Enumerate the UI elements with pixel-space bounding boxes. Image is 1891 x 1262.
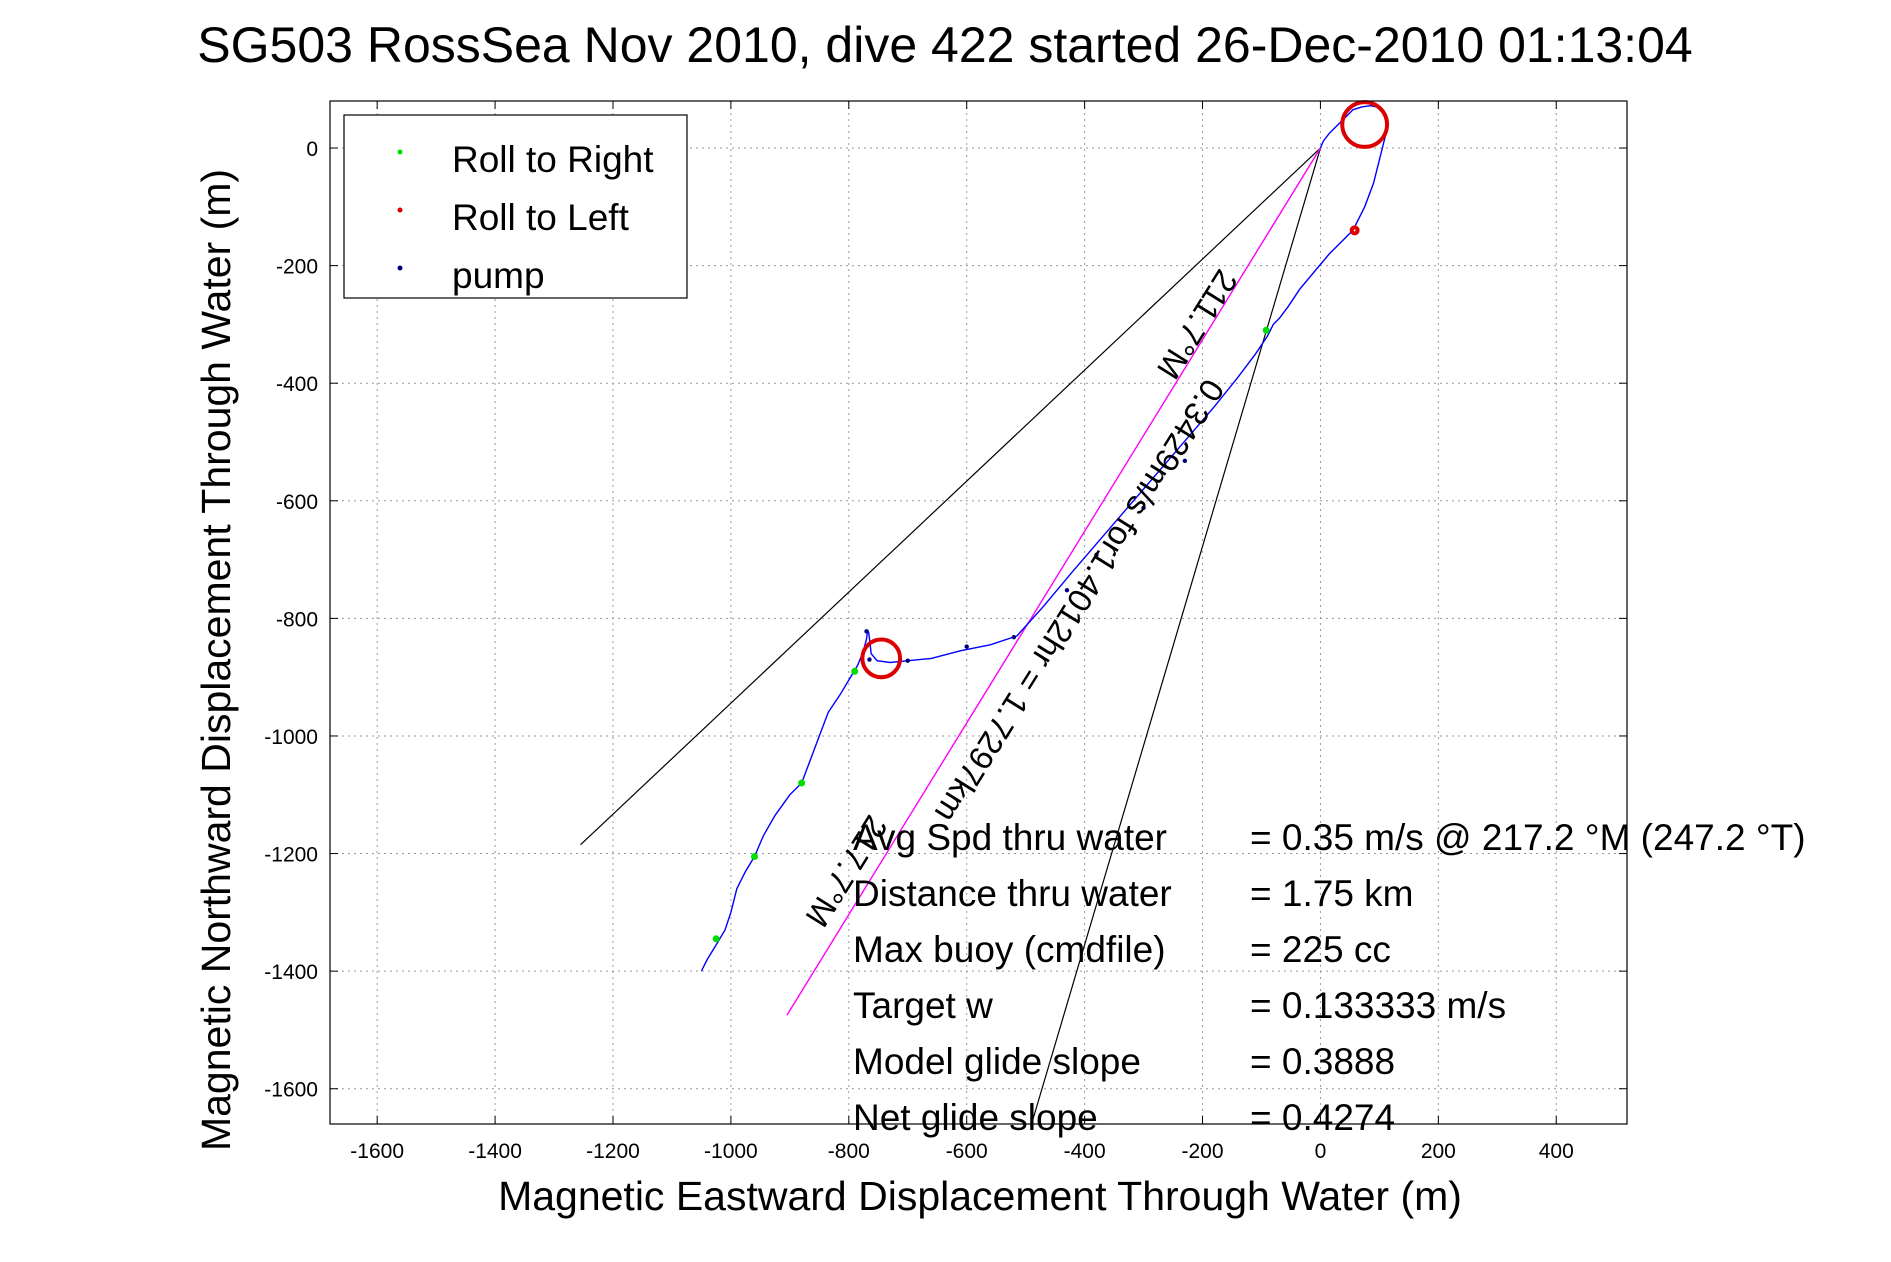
roll-right-point: [851, 667, 859, 675]
y-tick-label: -200: [276, 256, 318, 279]
stats-block: Avg Spd thru water = 0.35 m/s @ 217.2 °M …: [853, 817, 1806, 1138]
y-tick-label: -1000: [264, 726, 318, 749]
pump-point: [1011, 634, 1017, 640]
x-tick-label: 0: [1315, 1140, 1327, 1163]
stats-value: = 0.4274: [1250, 1097, 1395, 1138]
annotation-label: 211.7°M: [1150, 264, 1245, 386]
pump-point: [1141, 505, 1146, 511]
stats-label: Model glide slope: [853, 1041, 1141, 1082]
legend-marker: [397, 265, 403, 271]
x-tick-label: -800: [828, 1140, 870, 1163]
roll-left-segment: [1340, 100, 1390, 149]
roll-left-segment: [1349, 225, 1360, 236]
x-tick-label: -600: [946, 1140, 988, 1163]
y-tick-label: 0: [306, 138, 318, 161]
y-axis-label: Magnetic Northward Displacement Through …: [193, 169, 239, 1151]
stats-label: Max buoy (cmdfile): [853, 929, 1166, 970]
y-tick-label: -1600: [264, 1079, 318, 1102]
stats-label: Net glide slope: [853, 1097, 1098, 1138]
stats-value: = 225 cc: [1250, 929, 1391, 970]
roll-left-segment: [860, 637, 903, 680]
y-tick-label: -1200: [264, 844, 318, 867]
reference-line: [580, 147, 1321, 846]
pump-point: [964, 644, 969, 649]
pump-point: [1064, 587, 1070, 593]
heading-line-group: [786, 147, 1322, 1016]
y-tick-label: -600: [276, 491, 318, 514]
reference-line: [1030, 147, 1322, 1125]
legend-label: Roll to Left: [452, 197, 630, 238]
pump-point: [864, 629, 869, 634]
roll-right-point: [712, 935, 720, 943]
legend-marker: [397, 149, 403, 155]
y-tick-label: -800: [276, 608, 318, 631]
stats-label: Distance thru water: [853, 873, 1172, 914]
grid: [330, 101, 1627, 1124]
legend-label: pump: [452, 255, 545, 296]
legend-label: Roll to Right: [452, 139, 654, 180]
x-tick-label: -200: [1182, 1140, 1224, 1163]
x-tick-label: -1200: [586, 1140, 640, 1163]
x-axis-label: Magnetic Eastward Displacement Through W…: [498, 1173, 1462, 1219]
axis-ticks: -1600 -1400 -1200 -1000 -800 -600 -400 -200 0 200…: [264, 101, 1627, 1163]
x-tick-label: -1600: [350, 1140, 404, 1163]
stats-label: Avg Spd thru water: [853, 817, 1167, 858]
heading-line: [786, 147, 1322, 1016]
x-tick-label: -1000: [704, 1140, 758, 1163]
x-tick-label: 200: [1421, 1140, 1456, 1163]
pump-point: [905, 658, 910, 663]
roll-right-point: [750, 852, 758, 860]
chart-title: SG503 RossSea Nov 2010, dive 422 started…: [197, 17, 1692, 73]
marker-group: [712, 100, 1390, 943]
roll-right-point: [1262, 326, 1270, 334]
roll-right-point: [798, 779, 806, 787]
plot-frame: [329, 100, 1628, 1125]
stats-value: = 0.3888: [1250, 1041, 1395, 1082]
legend: Roll to Right Roll to Left pump: [343, 114, 688, 299]
pump-point: [1094, 552, 1099, 558]
x-tick-label: 400: [1539, 1140, 1574, 1163]
stats-value: = 0.133333 m/s: [1250, 985, 1506, 1026]
stats-value: = 1.75 km: [1250, 873, 1414, 914]
x-tick-label: -400: [1064, 1140, 1106, 1163]
y-tick-label: -400: [276, 373, 318, 396]
pump-point: [1182, 458, 1188, 464]
legend-marker: [397, 207, 403, 213]
reference-lines: [580, 147, 1322, 1125]
stats-label: Target w: [853, 985, 993, 1026]
stats-value: = 0.35 m/s @ 217.2 °M (247.2 °T): [1250, 817, 1806, 858]
y-tick-label: -1400: [264, 961, 318, 984]
x-tick-label: -1400: [468, 1140, 522, 1163]
pump-point: [867, 657, 872, 662]
